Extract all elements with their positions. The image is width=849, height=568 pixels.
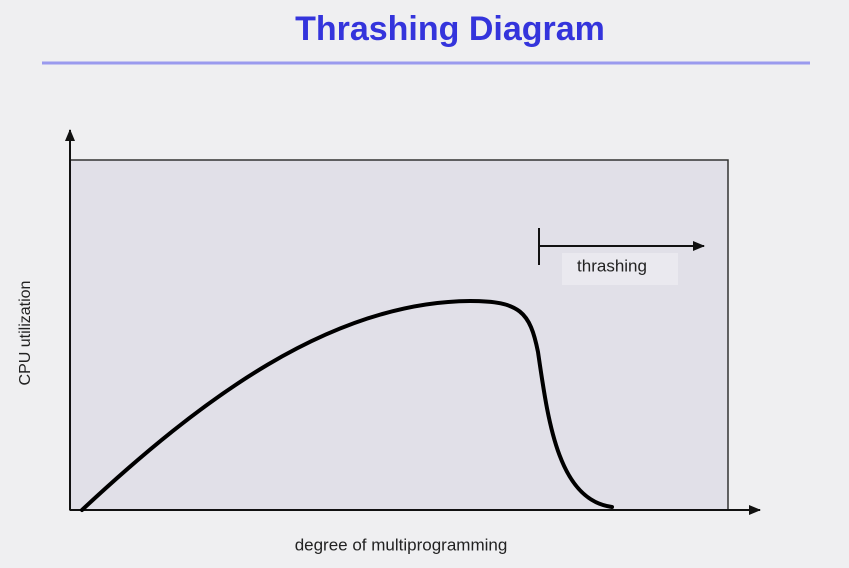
plot-area [69,159,729,511]
slide-title: Thrashing Diagram [295,10,605,48]
annotation-box [562,253,678,285]
annotation: thrashing [577,256,647,275]
y-axis-label: CPU utilization [17,281,34,386]
utilization-curve [80,298,614,512]
x-axis-label: degree of multiprogramming [295,535,508,554]
